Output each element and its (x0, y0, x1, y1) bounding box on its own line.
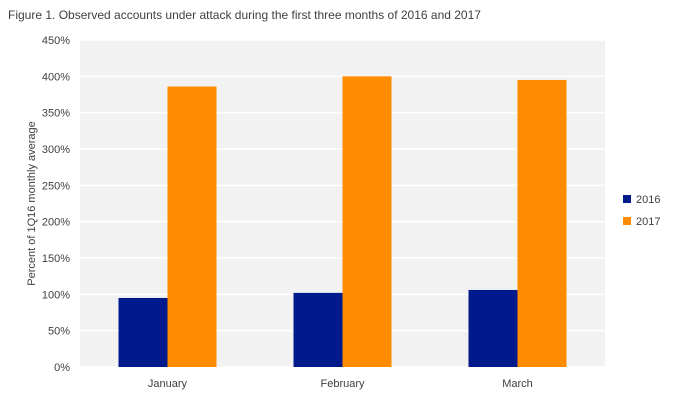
bar-2017-february (342, 76, 392, 367)
y-tick-label: 100% (42, 289, 70, 301)
bar-2016-march (468, 289, 518, 367)
bar-2016-february (293, 292, 343, 367)
bar-2017-january (167, 86, 217, 368)
legend: 2016 2017 (623, 194, 660, 228)
y-axis-ticks: 0% 50% 100% 150% 200% 250% 300% 350% 400% 450% (42, 35, 70, 374)
bar-2017-march (517, 79, 567, 367)
y-tick-label: 200% (42, 217, 70, 229)
legend-label-2016: 2016 (636, 194, 660, 206)
legend-label-2017: 2017 (636, 216, 660, 228)
x-tick-label: March (502, 378, 533, 390)
figure-title: Figure 1. Observed accounts under attack… (8, 8, 481, 22)
x-tick-label: February (320, 378, 365, 390)
y-tick-label: 300% (42, 144, 70, 156)
y-axis-title: Percent of 1Q16 monthly average (26, 121, 38, 285)
y-tick-label: 0% (54, 362, 70, 374)
y-tick-label: 50% (48, 326, 70, 338)
legend-swatch-2017 (623, 217, 631, 225)
y-tick-label: 150% (42, 253, 70, 265)
legend-swatch-2016 (623, 195, 631, 203)
x-axis-ticks: January February March (148, 378, 533, 390)
bars (118, 76, 567, 368)
y-tick-label: 350% (42, 108, 70, 120)
bar-2016-january (118, 297, 168, 367)
y-tick-label: 450% (42, 35, 70, 47)
y-tick-label: 400% (42, 71, 70, 83)
x-tick-label: January (148, 378, 188, 390)
y-tick-label: 250% (42, 180, 70, 192)
